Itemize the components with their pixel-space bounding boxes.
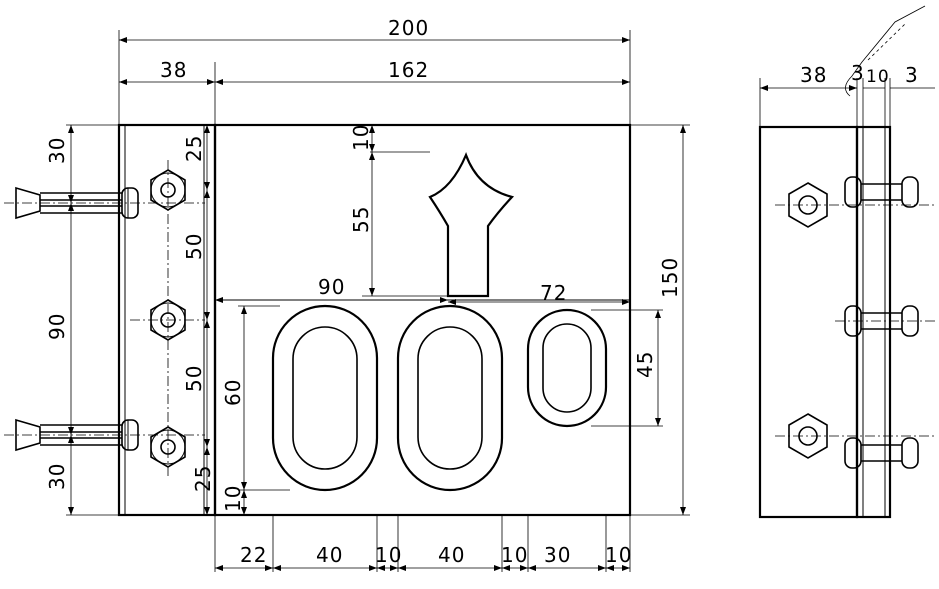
side-strip (855, 125, 892, 519)
side-dimension-labels: 38 3 10 3 (800, 61, 919, 87)
front-view (4, 123, 632, 517)
front-dimensions (66, 30, 690, 572)
dim-bolt-spacing-upper: 50 (182, 233, 206, 260)
large-oval-slot-2 (396, 304, 504, 492)
dim-left-height-mid: 90 (45, 313, 69, 340)
dim-strip-thickness: 10 (866, 67, 890, 87)
dim-small-slot-height: 45 (633, 351, 657, 378)
dim-overall-width: 200 (388, 16, 429, 40)
dim-left-height-top: 30 (45, 137, 69, 164)
dim-chain-2: 10 (375, 543, 402, 567)
dim-chain-4: 10 (501, 543, 528, 567)
front-dimension-labels: 200 38 162 150 30 90 30 25 50 50 25 10 5… (45, 16, 682, 567)
dim-bolt-spacing-lower: 50 (182, 365, 206, 392)
dim-bolt-top-offset: 25 (182, 135, 206, 162)
dim-left-height-bottom: 30 (45, 463, 69, 490)
side-clamp-bottom (844, 437, 919, 469)
dim-top-gap: 10 (349, 124, 373, 151)
dim-small-slot-width: 72 (540, 281, 567, 305)
tooth-profile (428, 152, 515, 298)
dim-chain-6: 10 (605, 543, 632, 567)
dim-main-plate-width: 162 (388, 58, 429, 82)
dim-tooth-height: 55 (349, 206, 373, 233)
main-plate (213, 123, 632, 517)
side-view (758, 5, 935, 519)
dim-chain-5: 30 (544, 543, 571, 567)
dim-overall-height: 150 (658, 257, 682, 298)
dim-chain-1: 40 (316, 543, 343, 567)
dim-left-strip-width: 38 (160, 58, 187, 82)
dim-bolt-bottom-offset: 25 (191, 465, 215, 492)
large-oval-slot-1 (271, 304, 379, 492)
dim-base-line-length: 90 (318, 275, 345, 299)
dim-chain-3: 40 (438, 543, 465, 567)
small-oval-slot (526, 308, 608, 428)
dim-oval-slot-height: 60 (221, 379, 245, 406)
dim-gap-a: 3 (851, 61, 865, 85)
dim-body-thickness: 38 (800, 63, 827, 87)
dim-bottom-gap: 10 (221, 485, 245, 512)
dim-chain-0: 22 (240, 543, 267, 567)
side-clamp-top (844, 176, 919, 208)
dim-gap-b: 3 (905, 63, 919, 87)
